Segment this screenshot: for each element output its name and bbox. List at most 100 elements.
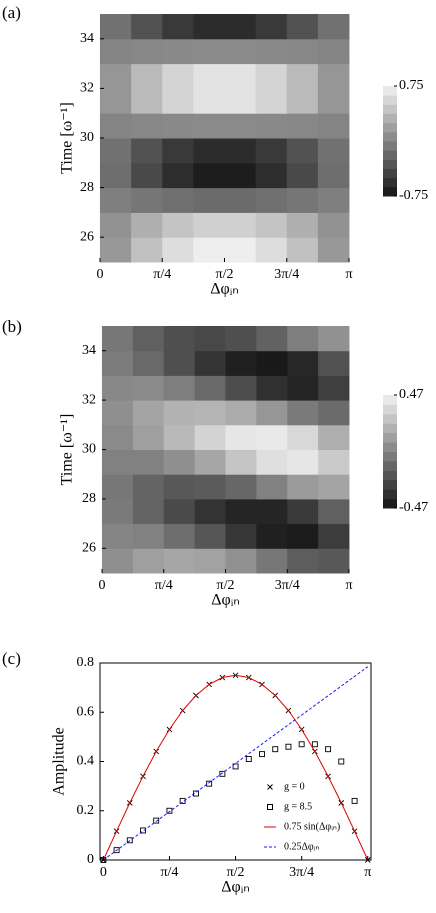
heat-cell [224, 187, 257, 213]
heat-cell [194, 498, 226, 525]
heat-cell [224, 38, 257, 65]
heat-cell [286, 187, 319, 213]
heat-cell [193, 237, 225, 263]
heat-cell [101, 523, 134, 549]
heat-cell [194, 375, 226, 401]
heat-cell [224, 212, 257, 238]
colorbar-step [383, 141, 397, 151]
heat-cell [132, 326, 165, 352]
colorbar-tick-label: -0.47 [399, 500, 428, 515]
heat-cell [224, 14, 257, 40]
series-line [102, 674, 369, 861]
heat-cell [224, 138, 257, 164]
y-axis-label: Time [ω⁻¹] [59, 102, 76, 174]
heat-cell [287, 548, 319, 574]
series-line [103, 666, 369, 861]
heat-cell [287, 474, 319, 500]
heat-cell [317, 138, 350, 164]
heat-cell [193, 63, 225, 89]
point [298, 741, 305, 748]
heat-cell [131, 63, 163, 89]
heat-cell [224, 237, 257, 263]
legend-entry: g = 0 [267, 781, 305, 792]
heat-cell [286, 63, 319, 89]
heat-cell [163, 523, 196, 549]
heat-cell [194, 474, 226, 500]
heat-cell [286, 138, 319, 164]
legend-entry: 0.75 sin(Δφᵢₙ) [264, 821, 340, 832]
heat-cell [256, 449, 288, 475]
x-tick-label: π [345, 578, 352, 593]
heat-cell [132, 449, 165, 475]
heat-cell [99, 88, 132, 114]
point [285, 743, 292, 750]
heat-cell [131, 38, 163, 65]
y-axis-label: Time [ω⁻¹] [59, 414, 76, 486]
heat-cell [287, 350, 319, 376]
point [113, 847, 120, 854]
heat-cell [162, 88, 194, 114]
heat-cell [255, 162, 288, 189]
x-tick-label: π/2 [217, 578, 235, 593]
heat-cell [99, 212, 132, 238]
panel-label: (b) [2, 317, 22, 336]
heat-cell [101, 326, 134, 352]
heat-cell [99, 63, 132, 89]
heat-cell [286, 88, 319, 114]
heat-cell [256, 400, 288, 426]
point [311, 741, 318, 748]
heat-cell [318, 498, 350, 525]
heat-cell [193, 88, 225, 114]
x-tick-label: π/4 [155, 578, 173, 593]
colorbar-step [383, 159, 397, 169]
heat-cell [99, 187, 132, 213]
heat-cell [162, 212, 194, 238]
heat-cell [256, 424, 288, 450]
x-axis-label: Δφᵢₙ [210, 281, 239, 298]
panel-label: (a) [2, 3, 21, 22]
heat-cell [101, 424, 134, 450]
heat-cell [255, 212, 288, 238]
heat-cell [287, 449, 319, 475]
colorbar-step [383, 86, 397, 96]
y-tick-label: 0.4 [77, 754, 95, 769]
x-tick-label: π/4 [153, 267, 171, 282]
legend-label: g = 8.5 [284, 801, 312, 812]
y-tick-label: 26 [80, 229, 94, 244]
colorbar-tick-label: -0.75 [399, 188, 428, 203]
heat-cell [193, 14, 225, 40]
y-tick-label: 34 [80, 31, 94, 46]
heat-cell [256, 375, 288, 401]
heat-cell [101, 498, 134, 525]
heat-cell [318, 350, 350, 376]
y-axis-label: Amplitude [51, 727, 68, 795]
point [272, 746, 279, 753]
y-tick-label: 0.6 [77, 704, 95, 719]
heat-cell [193, 113, 225, 139]
point [259, 751, 265, 758]
heat-cell [132, 424, 165, 450]
legend-marker [267, 804, 273, 810]
heat-cell [194, 523, 226, 549]
x-tick-label: 0 [99, 578, 106, 593]
heat-cell [286, 162, 319, 189]
heat-cell [286, 14, 319, 40]
heat-cell [193, 187, 225, 213]
heat-cell [255, 38, 288, 65]
y-tick-label: 30 [82, 442, 96, 457]
point [179, 797, 186, 804]
heat-cell [224, 162, 257, 189]
heat-cell [287, 498, 319, 525]
heat-cell [194, 449, 226, 475]
point [245, 756, 252, 762]
legend-label: 0.75 sin(Δφᵢₙ) [284, 821, 340, 832]
heat-cell [287, 424, 319, 450]
x-tick-label: π [345, 267, 352, 282]
y-tick-label: 0.8 [77, 655, 95, 670]
colorbar-step [383, 432, 397, 443]
colorbar-step [383, 104, 397, 114]
legend-entry: 0.25Δφᵢₙ [264, 841, 319, 852]
heat-cell [256, 523, 288, 549]
